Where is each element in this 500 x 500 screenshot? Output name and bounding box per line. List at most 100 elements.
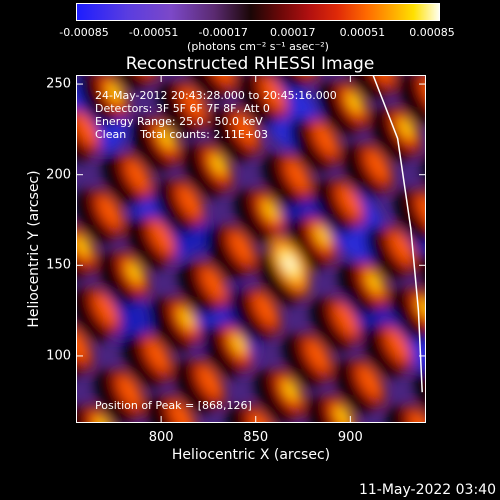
heatmap-blob	[150, 220, 174, 254]
x-axis-label: Heliocentric X (arcsec)	[171, 447, 331, 463]
y-tick-label: 250	[46, 76, 71, 92]
colorbar-gradient	[77, 4, 439, 20]
heatmap-blob	[362, 323, 402, 379]
heatmap-blob	[158, 81, 198, 137]
heatmap-blob	[262, 76, 286, 110]
heatmap-blob	[266, 75, 306, 91]
x-tick-label: 800	[148, 430, 174, 445]
heatmap-blob	[98, 194, 122, 228]
heatmap-blob	[346, 75, 386, 101]
heatmap-blob	[182, 143, 222, 199]
heatmap-blob	[182, 86, 206, 120]
heatmap-blob	[174, 359, 214, 415]
heatmap-blob	[178, 261, 218, 317]
heatmap-blob	[334, 302, 358, 336]
heatmap-blob	[400, 118, 414, 138]
heatmap-plot	[76, 75, 426, 423]
heatmap-blob	[410, 410, 426, 423]
heatmap-blob	[336, 406, 350, 423]
heatmap-blob	[76, 236, 90, 256]
heatmap-blob	[202, 323, 242, 379]
annotation-time-range: 24-May-2012 20:43:28.000 to 20:45:16.000	[95, 89, 337, 102]
heatmap-blob	[318, 81, 358, 137]
y-tick-label: 150	[46, 257, 71, 273]
heatmap-blob	[418, 194, 426, 228]
heatmap-blob	[98, 251, 138, 307]
heatmap-blob	[212, 154, 226, 174]
heatmap-blob	[420, 298, 426, 318]
heatmap-blob	[306, 338, 330, 372]
colorbar-tick-label: 0.00017	[270, 26, 316, 39]
heatmap-blob	[94, 369, 134, 423]
heatmap-blob	[178, 184, 202, 218]
heatmap-blob	[262, 153, 302, 209]
heatmap-blob	[310, 297, 350, 353]
y-tick-label: 100	[46, 348, 71, 364]
colorbar-unit-label: (photons cm⁻² s⁻¹ asec⁻²)	[187, 40, 329, 53]
heatmap-blob	[366, 225, 406, 281]
colorbar-tick-label: -0.00085	[59, 26, 109, 39]
colorbar-tick-label: 0.00085	[409, 26, 455, 39]
y-tick-label: 200	[46, 167, 71, 183]
heatmap-blob	[398, 75, 426, 127]
heatmap-blob	[234, 112, 258, 146]
heatmap-blob	[254, 369, 294, 423]
heatmap-blob	[290, 117, 330, 173]
heatmap-blob	[94, 292, 118, 326]
heatmap-blob	[180, 308, 194, 328]
heatmap-blob	[96, 416, 110, 423]
heatmap-blob	[154, 179, 194, 235]
heatmap-blob	[254, 292, 278, 326]
annotation-energy-range: Energy Range: 25.0 - 50.0 keV	[95, 115, 263, 128]
heatmap-blob	[230, 230, 254, 264]
timestamp: 11-May-2022 03:40	[358, 482, 496, 498]
heatmap-blob	[368, 272, 382, 292]
heatmap-blob	[314, 179, 354, 235]
heatmap-blob	[126, 158, 150, 192]
heatmap-blob	[238, 75, 278, 127]
heatmap-blob	[128, 262, 142, 282]
heatmap-blob	[234, 189, 274, 245]
heatmap-blob	[286, 215, 326, 271]
solar-limb-line	[372, 75, 423, 393]
heatmap-blob	[258, 251, 298, 307]
heatmap-blob	[414, 369, 426, 423]
heatmap-blob	[76, 189, 114, 245]
heatmap-blob	[366, 148, 390, 182]
heatmap-blob	[264, 200, 278, 220]
heatmap-blob	[250, 410, 274, 423]
heatmap-blob	[390, 230, 414, 264]
heatmap-blob	[198, 364, 222, 398]
heatmap-blob	[160, 128, 174, 148]
x-tick-label: 850	[243, 430, 269, 445]
heatmap-blob	[386, 405, 426, 423]
colorbar	[76, 3, 440, 21]
heatmap-blob	[76, 328, 90, 362]
heatmap-blob	[226, 405, 266, 423]
colorbar-tick-label: -0.00051	[128, 26, 179, 39]
heatmap-blob	[282, 333, 322, 389]
heatmap-blob	[150, 297, 190, 353]
heatmap-blob	[106, 75, 146, 91]
heatmap-blob	[76, 107, 90, 163]
heatmap-blob	[232, 334, 246, 354]
colorbar-tick-label: 0.00051	[339, 26, 386, 39]
heatmap-blob	[76, 287, 110, 343]
heatmap-blob	[370, 107, 410, 163]
heatmap-blob	[394, 189, 426, 245]
heatmap-blob	[314, 122, 338, 156]
heatmap-blob	[316, 226, 330, 246]
heatmap-blob	[284, 255, 296, 272]
heatmap-blob	[130, 117, 170, 173]
heatmap-blob	[118, 374, 142, 408]
heatmap-blob	[186, 75, 226, 101]
x-tick-label: 900	[337, 430, 363, 445]
annotation-peak-position: Position of Peak = [868,126]	[95, 399, 252, 412]
y-axis-label: Heliocentric Y (arcsec)	[26, 170, 42, 328]
heatmap-blob	[286, 158, 310, 192]
heatmap-blob	[306, 395, 346, 423]
heatmap-blob	[338, 184, 362, 218]
heatmap-blob	[76, 112, 98, 146]
heatmap-blob	[146, 395, 186, 423]
heatmap-blob	[338, 261, 378, 317]
